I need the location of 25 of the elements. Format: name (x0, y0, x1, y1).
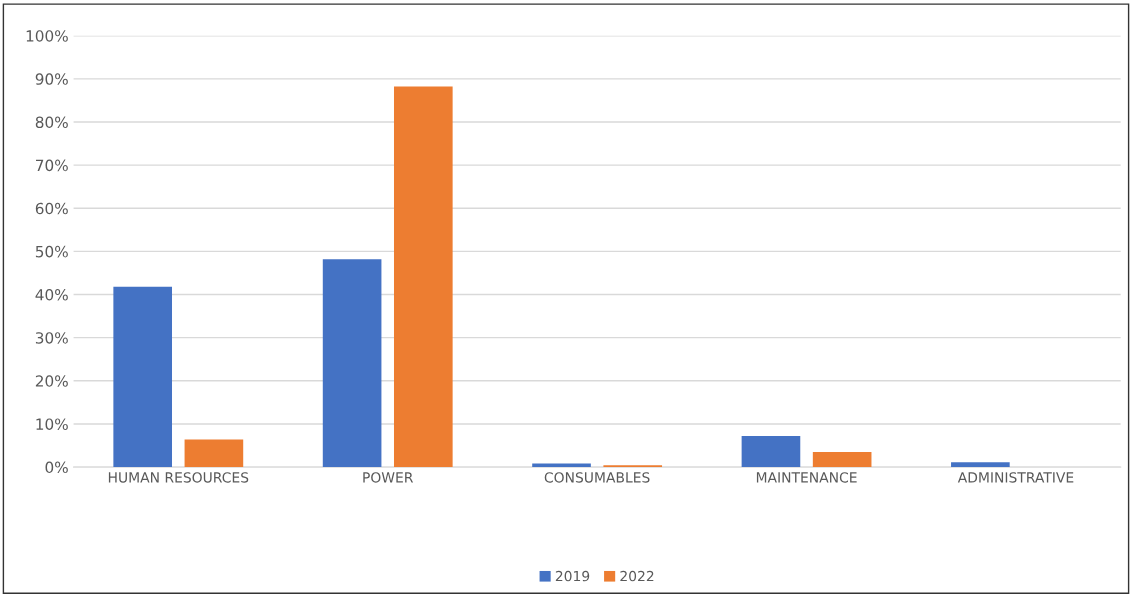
y-tick-label: 30% (35, 332, 68, 344)
y-tick-label: 20% (35, 375, 68, 387)
y-tick-label: 0% (45, 461, 68, 474)
legend-label: 2019 (555, 570, 590, 582)
bar (812, 451, 872, 468)
bar (741, 436, 801, 468)
bar (113, 286, 173, 468)
y-tick-label: 10% (36, 418, 68, 430)
bar (393, 86, 453, 468)
x-tick-label: POWER (363, 472, 414, 483)
y-tick-label: 50% (35, 245, 68, 258)
y-tick-label: 80% (35, 116, 68, 128)
x-tick-label: HUMAN RESOURCES (108, 472, 249, 483)
y-tick-label: 100% (26, 30, 68, 42)
x-tick-label: ADMINISTRATIVE (957, 472, 1074, 483)
bar (951, 462, 1010, 468)
y-tick-label: 70% (36, 159, 68, 172)
bar (184, 439, 244, 468)
bar (322, 259, 382, 468)
y-tick-label: 90% (35, 73, 68, 85)
y-tick-label: 40% (35, 288, 68, 301)
legend-label: 2022 (620, 570, 654, 582)
x-tick-label: MAINTENANCE (756, 472, 857, 483)
y-tick-label: 60% (35, 202, 68, 215)
x-tick-label: CONSUMABLES (544, 472, 650, 483)
